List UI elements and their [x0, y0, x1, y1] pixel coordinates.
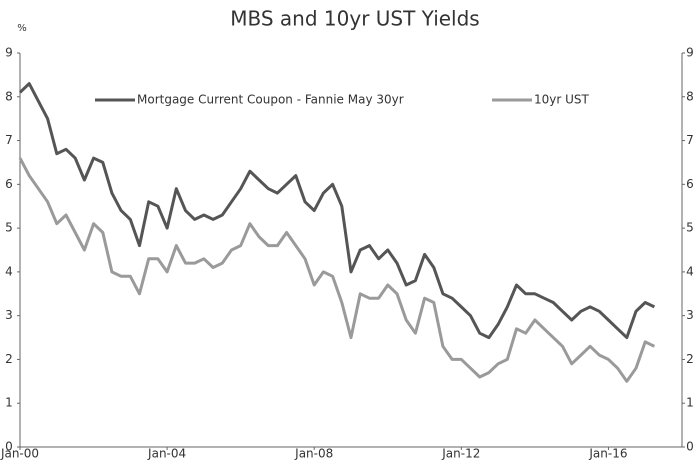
y-tick-label: 8	[5, 89, 13, 103]
y2-tick-label: 4	[686, 264, 694, 278]
legend-label: 10yr UST	[534, 93, 590, 107]
y-tick-label: 0	[5, 440, 13, 454]
y-tick-label: 4	[5, 264, 13, 278]
y-tick-label: 9	[5, 46, 13, 60]
series-line	[18, 82, 656, 340]
y-tick-label: 5	[5, 221, 13, 235]
y2-tick-label: 3	[686, 308, 694, 322]
y-tick-label: 2	[5, 352, 13, 366]
chart-title: MBS and 10yr UST Yields	[230, 7, 479, 31]
y-tick-label: 7	[5, 133, 13, 147]
y2-tick-label: 7	[686, 133, 694, 147]
y2-tick-label: 2	[686, 352, 694, 366]
x-tick-label: Jan-08	[294, 447, 333, 460]
x-tick-label: Jan-00	[0, 447, 39, 460]
legend-label: Mortgage Current Coupon - Fannie May 30y…	[137, 93, 404, 107]
y2-tick-label: 5	[686, 221, 694, 235]
y2-tick-label: 8	[686, 89, 694, 103]
y2-tick-label: 6	[686, 177, 694, 191]
y-tick-label: 6	[5, 177, 13, 191]
y2-tick-label: 9	[686, 46, 694, 60]
x-tick-label: Jan-04	[147, 447, 186, 460]
y-tick-label: 1	[5, 396, 13, 410]
y-tick-label: 3	[5, 308, 13, 322]
y-axis-label: %	[17, 23, 27, 34]
x-tick-label: Jan-12	[441, 447, 480, 460]
y2-tick-label: 1	[686, 396, 694, 410]
y2-tick-label: 0	[686, 440, 694, 454]
series-line	[18, 157, 656, 383]
x-tick-label: Jan-16	[588, 447, 627, 460]
